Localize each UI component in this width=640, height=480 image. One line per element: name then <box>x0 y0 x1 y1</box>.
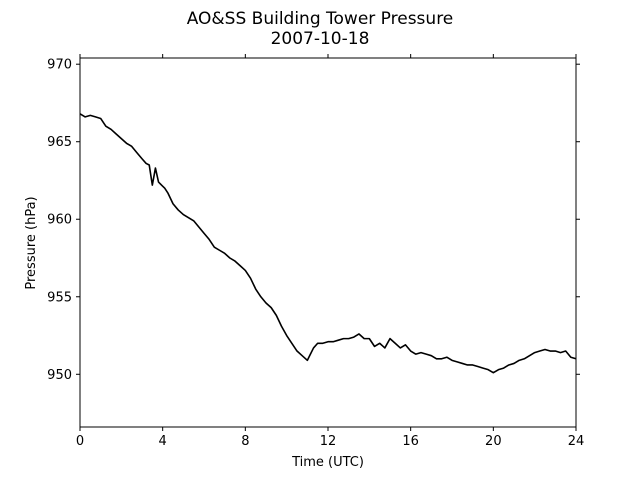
plot-area: 0 4 8 12 16 20 24 950 955 960 965 970 <box>47 54 584 449</box>
plot-background <box>80 58 576 427</box>
x-axis-label: Time (UTC) <box>291 455 364 470</box>
y-tick-label: 960 <box>47 213 72 228</box>
y-tick-label: 970 <box>47 58 72 73</box>
y-tick-label: 955 <box>47 290 72 305</box>
y-tick-label: 950 <box>47 368 72 383</box>
x-tick-label: 4 <box>159 434 167 449</box>
plot-frame <box>79 57 577 428</box>
chart-subtitle: 2007-10-18 <box>271 29 370 49</box>
y-axis-label: Pressure (hPa) <box>24 196 39 289</box>
ticks-group: 0 4 8 12 16 20 24 950 955 960 965 970 <box>47 54 584 449</box>
y-tick-label: 965 <box>47 135 72 150</box>
pressure-series-line <box>79 113 577 374</box>
series-group <box>79 113 577 374</box>
x-tick-label: 20 <box>485 434 502 449</box>
x-tick-label: 16 <box>402 434 419 449</box>
x-tick-label: 12 <box>320 434 337 449</box>
x-tick-label: 0 <box>76 434 84 449</box>
x-tick-label: 24 <box>568 434 585 449</box>
x-tick-label: 8 <box>241 434 249 449</box>
chart-title: AO&SS Building Tower Pressure <box>187 9 454 29</box>
